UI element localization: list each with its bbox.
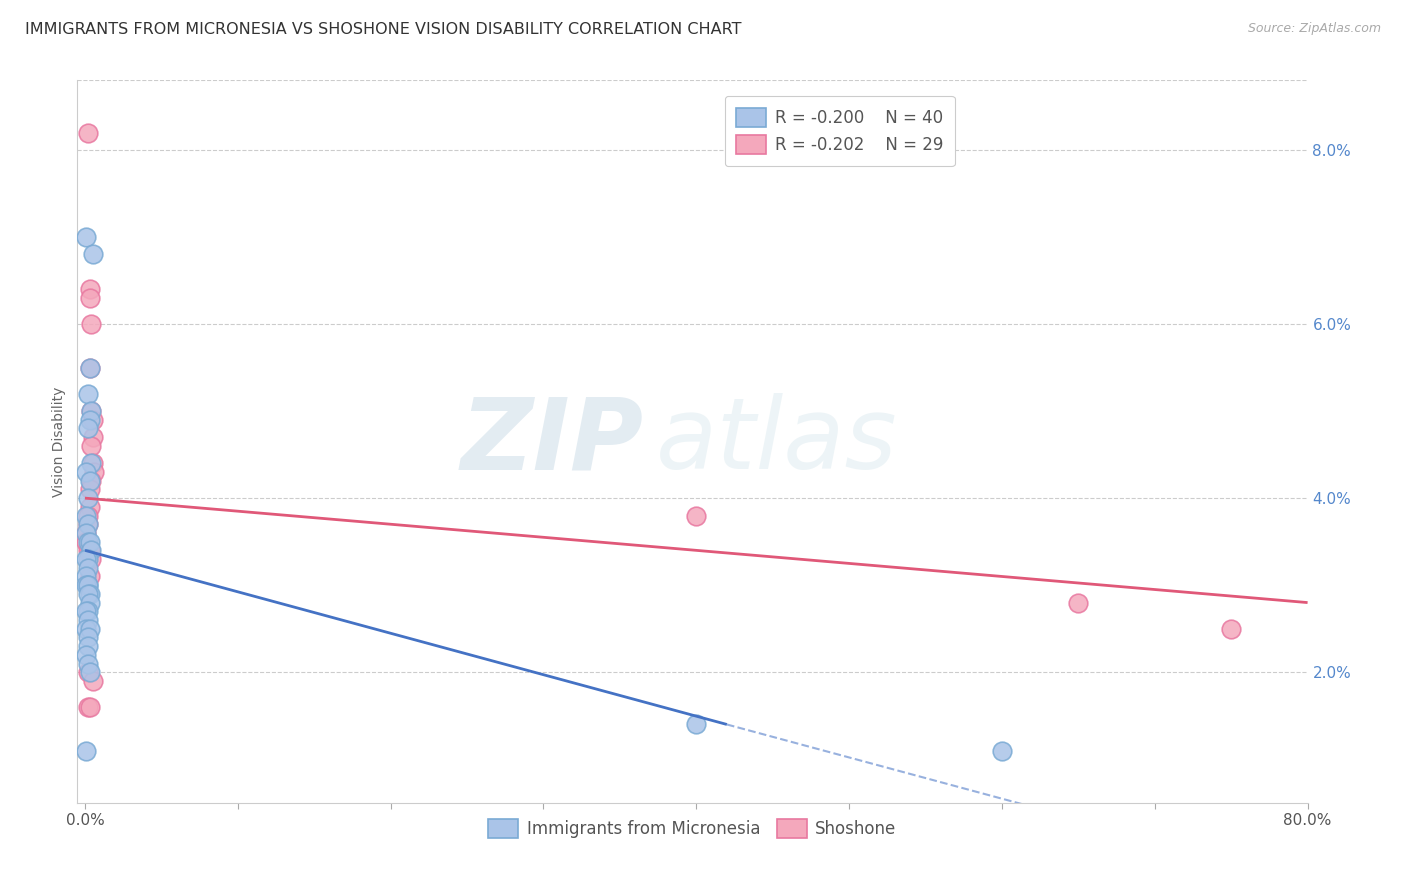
Point: [82, 456, 104, 470]
Point: [1067, 596, 1090, 610]
Point: [685, 717, 707, 731]
Point: [76, 743, 98, 757]
Point: [76, 552, 98, 566]
Point: [76, 230, 98, 244]
Point: [77, 639, 100, 653]
Point: [80, 439, 103, 453]
Point: [76, 622, 98, 636]
Point: [79, 596, 101, 610]
Point: [991, 743, 1014, 757]
Point: [1220, 622, 1243, 636]
Point: [76, 525, 98, 540]
Point: [82, 430, 104, 444]
Point: [79, 534, 101, 549]
Point: [77, 543, 100, 558]
Point: [77, 534, 100, 549]
Point: [76, 465, 98, 479]
Point: [77, 491, 100, 505]
Point: [79, 360, 101, 375]
Point: [77, 421, 100, 435]
Point: [77, 517, 100, 532]
Point: [80, 552, 103, 566]
Point: [79, 700, 101, 714]
Point: [79, 622, 101, 636]
Point: [76, 508, 98, 523]
Point: [77, 665, 100, 680]
Point: [80, 456, 103, 470]
Point: [79, 543, 101, 558]
Point: [77, 613, 100, 627]
Point: [77, 508, 100, 523]
Text: Source: ZipAtlas.com: Source: ZipAtlas.com: [1247, 22, 1381, 36]
Point: [76, 648, 98, 662]
Legend: Immigrants from Micronesia, Shoshone: Immigrants from Micronesia, Shoshone: [482, 813, 903, 845]
Point: [80, 474, 103, 488]
Point: [82, 413, 104, 427]
Point: [79, 282, 101, 296]
Point: [77, 578, 100, 592]
Point: [77, 587, 100, 601]
Point: [82, 247, 104, 261]
Point: [76, 578, 98, 592]
Point: [79, 291, 101, 305]
Point: [77, 561, 100, 575]
Point: [79, 360, 101, 375]
Point: [79, 500, 101, 514]
Point: [77, 604, 100, 618]
Point: [80, 317, 103, 331]
Point: [76, 525, 98, 540]
Text: ZIP: ZIP: [460, 393, 644, 490]
Point: [77, 126, 100, 140]
Point: [77, 657, 100, 671]
Point: [80, 404, 103, 418]
Point: [80, 543, 103, 558]
Point: [77, 700, 100, 714]
Y-axis label: Vision Disability: Vision Disability: [52, 386, 66, 497]
Point: [77, 631, 100, 645]
Point: [82, 673, 104, 688]
Point: [77, 517, 100, 532]
Point: [79, 474, 101, 488]
Point: [77, 386, 100, 401]
Point: [79, 587, 101, 601]
Point: [77, 578, 100, 592]
Point: [76, 534, 98, 549]
Point: [79, 413, 101, 427]
Point: [77, 552, 100, 566]
Point: [76, 604, 98, 618]
Text: atlas: atlas: [655, 393, 897, 490]
Point: [685, 508, 707, 523]
Text: IMMIGRANTS FROM MICRONESIA VS SHOSHONE VISION DISABILITY CORRELATION CHART: IMMIGRANTS FROM MICRONESIA VS SHOSHONE V…: [25, 22, 742, 37]
Point: [80, 404, 103, 418]
Point: [79, 569, 101, 583]
Point: [79, 665, 101, 680]
Point: [83, 465, 105, 479]
Point: [76, 569, 98, 583]
Point: [79, 483, 101, 497]
